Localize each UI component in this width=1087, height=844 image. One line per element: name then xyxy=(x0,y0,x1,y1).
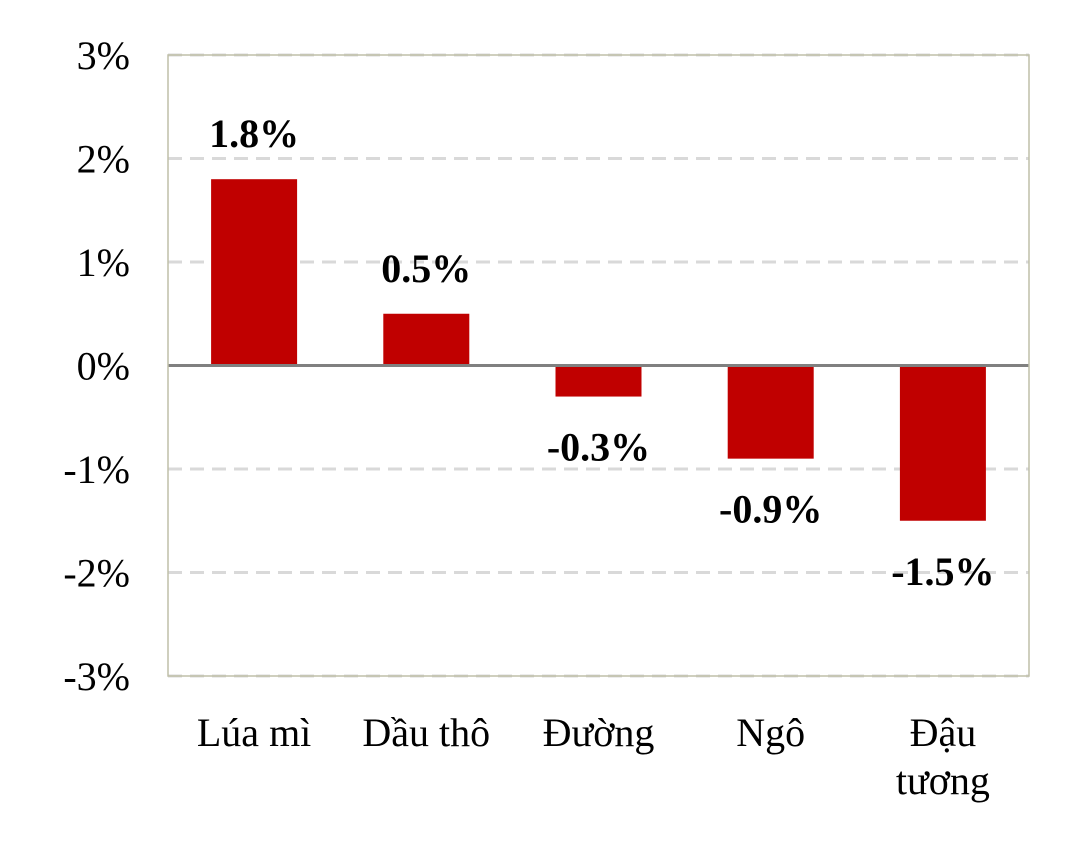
bar xyxy=(899,365,986,521)
category-label: Dầu thô xyxy=(362,710,490,755)
y-tick-label: 2% xyxy=(77,137,130,182)
y-tick-label: -3% xyxy=(63,654,130,699)
data-label: 0.5% xyxy=(381,246,471,291)
category-label: Đậu xyxy=(910,710,977,755)
category-label: Ngô xyxy=(736,710,805,755)
y-tick-label: -1% xyxy=(63,447,130,492)
bar xyxy=(383,313,470,366)
y-tick-label: 0% xyxy=(77,344,130,389)
bar xyxy=(211,179,298,366)
data-label: -0.3% xyxy=(547,425,650,470)
data-label: -0.9% xyxy=(719,487,822,532)
plot-area-border xyxy=(167,54,1030,677)
y-tick-label: 3% xyxy=(77,33,130,78)
bar xyxy=(555,365,642,397)
y-tick-label: -2% xyxy=(63,551,130,596)
category-label: tương xyxy=(896,758,990,803)
bar xyxy=(727,365,814,459)
plot-border xyxy=(167,54,1030,677)
y-tick-label: 1% xyxy=(77,240,130,285)
data-label: 1.8% xyxy=(209,111,299,156)
bars xyxy=(211,179,986,521)
data-label: -1.5% xyxy=(891,549,994,594)
data-labels: 1.8% 0.5% -0.3% -0.9% -1.5% xyxy=(209,111,994,594)
category-label: Đường xyxy=(543,710,655,755)
category-label: Lúa mì xyxy=(197,710,311,755)
y-axis-tick-labels: 3% 2% 1% 0% -1% -2% -3% xyxy=(63,33,130,699)
